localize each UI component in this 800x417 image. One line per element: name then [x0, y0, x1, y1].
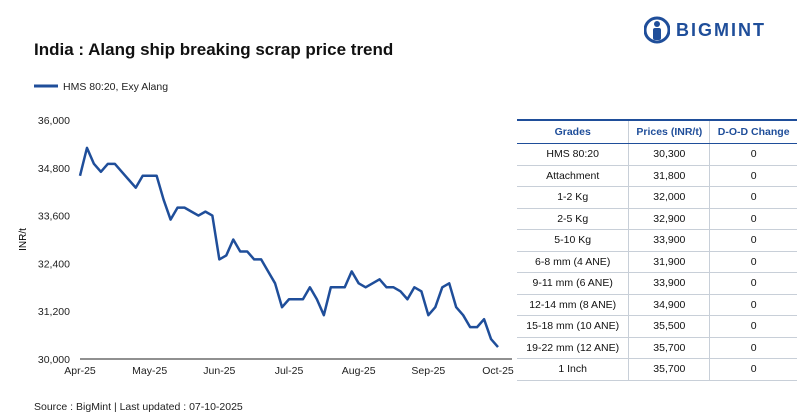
table-row: Attachment 31,800 0 — [517, 165, 797, 187]
x-tick-label: Jun-25 — [203, 365, 235, 377]
logo: BIGMINT — [644, 16, 766, 44]
y-tick-label: 31,200 — [38, 306, 70, 318]
header-cell: Grades — [517, 119, 629, 144]
table-row: 5-10 Kg 33,900 0 — [517, 229, 797, 252]
x-tick-label: Sep-25 — [411, 365, 445, 377]
y-axis-label: INR/t — [18, 228, 29, 251]
table-cell: 35,700 — [628, 358, 710, 381]
header-cell: D-O-D Change — [709, 119, 797, 144]
table-row: HMS 80:20 30,300 0 — [517, 143, 797, 166]
table-row: 6-8 mm (4 ANE) 31,900 0 — [517, 251, 797, 273]
table-cell: 19-22 mm (12 ANE) — [517, 337, 629, 359]
table-cell: 0 — [709, 294, 797, 316]
table-cell: 0 — [709, 315, 797, 338]
table-cell: HMS 80:20 — [517, 143, 629, 166]
table-cell: 30,300 — [628, 143, 710, 166]
table-cell: 6-8 mm (4 ANE) — [517, 251, 629, 273]
table-cell: 35,700 — [628, 337, 710, 359]
table-cell: 35,500 — [628, 315, 710, 338]
table-cell: 34,900 — [628, 294, 710, 316]
table-cell: 31,800 — [628, 165, 710, 187]
table-row: 19-22 mm (12 ANE) 35,700 0 — [517, 337, 797, 359]
table-row: 1-2 Kg 32,000 0 — [517, 186, 797, 209]
table-cell: 1-2 Kg — [517, 186, 629, 209]
table-cell: Attachment — [517, 165, 629, 187]
table-cell: 31,900 — [628, 251, 710, 273]
table-row: 12-14 mm (8 ANE) 34,900 0 — [517, 294, 797, 316]
x-tick-label: Jul-25 — [275, 365, 304, 377]
table-cell: 0 — [709, 251, 797, 273]
y-tick-label: 34,800 — [38, 163, 70, 175]
table-row: 9-11 mm (6 ANE) 33,900 0 — [517, 272, 797, 295]
logo-icon — [644, 16, 670, 44]
table-row: 15-18 mm (10 ANE) 35,500 0 — [517, 315, 797, 338]
table-cell: 32,000 — [628, 186, 710, 209]
chart: INR/t 30,000 31,200 32,400 33,600 34,800 36,00… — [18, 81, 514, 377]
table-row: 1 Inch 35,700 0 — [517, 358, 797, 381]
header-cell: Prices (INR/t) — [628, 119, 710, 144]
table-cell: 0 — [709, 272, 797, 295]
table-cell: 0 — [709, 165, 797, 187]
x-tick-label: Aug-25 — [342, 365, 376, 377]
table-header: Grades Prices (INR/t) D-O-D Change — [517, 119, 797, 144]
table-cell: 0 — [709, 358, 797, 381]
table-cell: 33,900 — [628, 229, 710, 252]
table-cell: 5-10 Kg — [517, 229, 629, 252]
table-cell: 33,900 — [628, 272, 710, 295]
table-cell: 0 — [709, 229, 797, 252]
table-body: HMS 80:20 30,300 0 Attachment 31,800 0 1-2 Kg 3… — [517, 143, 797, 381]
table-cell: 9-11 mm (6 ANE) — [517, 272, 629, 295]
y-tick-label: 32,400 — [38, 258, 70, 270]
line-series — [78, 146, 499, 348]
table-cell: 1 Inch — [517, 358, 629, 381]
table-cell: 32,900 — [628, 208, 710, 230]
x-tick-label: Oct-25 — [482, 365, 514, 377]
source-note: Source : BigMint | Last updated : 07-10-… — [34, 401, 243, 413]
price-table: Grades Prices (INR/t) D-O-D Change HMS 80:… — [517, 119, 797, 381]
table-cell: 15-18 mm (10 ANE) — [517, 315, 629, 338]
table-row: 2-5 Kg 32,900 0 — [517, 208, 797, 230]
x-tick-label: May-25 — [132, 365, 167, 377]
table-cell: 2-5 Kg — [517, 208, 629, 230]
y-tick-label: 30,000 — [38, 354, 70, 366]
table-cell: 0 — [709, 186, 797, 209]
table-cell: 0 — [709, 337, 797, 359]
y-tick-label: 33,600 — [38, 211, 70, 223]
table-cell: 0 — [709, 208, 797, 230]
table-cell: 0 — [709, 143, 797, 166]
logo-text: BIGMINT — [676, 19, 766, 40]
table-cell: 12-14 mm (8 ANE) — [517, 294, 629, 316]
y-tick-label: 36,000 — [38, 115, 70, 127]
x-tick-label: Apr-25 — [64, 365, 96, 377]
chart-title: India : Alang ship breaking scrap price … — [34, 40, 394, 59]
legend-label: HMS 80:20, Exy Alang — [63, 81, 168, 93]
